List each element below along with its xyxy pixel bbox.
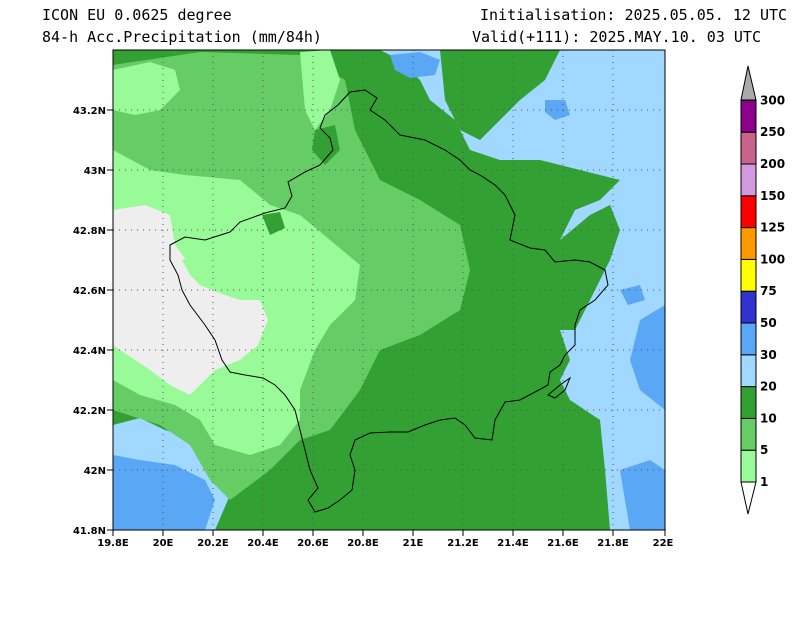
colorbar-segment	[740, 449, 757, 483]
colorbar-segment	[740, 386, 757, 419]
colorbar: 1 5 10 20 30 50 75 100 125 150 200 250 300	[740, 65, 785, 515]
lon-label: 20.8E	[347, 538, 379, 549]
lat-label: 42.8N	[73, 226, 106, 237]
precip-mid-blue-e	[630, 305, 665, 410]
lat-label: 42.6N	[73, 286, 106, 297]
lon-label: 19.8E	[97, 538, 129, 549]
colorbar-label: 125	[760, 221, 785, 235]
lon-label: 20.2E	[197, 538, 229, 549]
colorbar-segment	[740, 354, 757, 388]
lon-label: 21.6E	[547, 538, 579, 549]
colorbar-label: 10	[760, 411, 777, 425]
precip-mid-blue-n	[390, 52, 440, 78]
init-time: Initialisation: 2025.05.05. 12 UTC	[480, 6, 788, 24]
precip-mid-blue-e2	[620, 285, 645, 305]
colorbar-label: 30	[760, 348, 777, 362]
colorbar-label: 150	[760, 189, 785, 203]
precip-dark-green-ne-tongue	[440, 50, 560, 140]
colorbar-segment	[740, 163, 757, 197]
precip-light-green-nw	[113, 62, 180, 115]
precip-none-west	[113, 205, 268, 395]
precip-dark-green-patch-1	[312, 125, 340, 165]
colorbar-segment	[740, 227, 757, 260]
grid-lines	[113, 50, 665, 530]
colorbar-bottom-arrow	[740, 481, 757, 515]
colorbar-segment	[740, 99, 757, 133]
lon-label: 21.8E	[597, 538, 629, 549]
precip-light-green-gap	[182, 255, 225, 290]
colorbar-label: 250	[760, 125, 785, 139]
colorbar-top-arrow	[740, 65, 757, 101]
lon-label: 20.6E	[297, 538, 329, 549]
lon-label: 22E	[653, 538, 674, 549]
valid-time: Valid(+111): 2025.MAY.10. 03 UTC	[472, 28, 761, 46]
colorbar-segment	[740, 417, 757, 451]
model-title: ICON EU 0.0625 degree	[42, 6, 232, 24]
colorbar-segment	[740, 195, 757, 229]
tick-marks	[107, 109, 666, 536]
lon-label: 21.4E	[497, 538, 529, 549]
colorbar-label: 50	[760, 316, 777, 330]
lat-label: 43N	[84, 166, 106, 177]
lon-labels: 19.8E 20E 20.2E 20.4E 20.6E 20.8E 21E 21…	[97, 538, 673, 549]
colorbar-label: 300	[760, 93, 785, 107]
colorbar-label: 1	[760, 475, 768, 489]
colorbar-label: 100	[760, 252, 785, 266]
colorbar-label: 20	[760, 380, 777, 394]
lat-label: 42N	[84, 466, 106, 477]
field-title: 84-h Acc.Precipitation (mm/84h)	[42, 28, 322, 46]
lon-label: 21.2E	[447, 538, 479, 549]
country-border	[169, 89, 609, 513]
colorbar-segment	[740, 290, 757, 324]
lon-label: 21E	[403, 538, 424, 549]
lake-outline	[547, 376, 572, 399]
colorbar-label: 5	[760, 443, 768, 457]
lat-label: 41.8N	[73, 526, 106, 537]
lat-label: 42.4N	[73, 346, 106, 357]
lon-label: 20E	[153, 538, 174, 549]
colorbar-segment	[740, 322, 757, 356]
colorbar-label: 75	[760, 284, 777, 298]
precip-mid-blue-se	[620, 460, 665, 530]
colorbar-segment	[740, 131, 757, 165]
lat-label: 43.2N	[73, 106, 106, 117]
precip-mid-blue-sw	[113, 455, 215, 530]
precip-dark-green-patch-2	[262, 212, 285, 235]
precip-dark-green-east	[555, 205, 620, 330]
lat-labels: 43.2N 43N 42.8N 42.6N 42.4N 42.2N 42N 41…	[73, 106, 106, 537]
colorbar-segment	[740, 258, 757, 292]
colorbar-label: 200	[760, 157, 785, 171]
lat-label: 42.2N	[73, 406, 106, 417]
lon-label: 20.4E	[247, 538, 279, 549]
